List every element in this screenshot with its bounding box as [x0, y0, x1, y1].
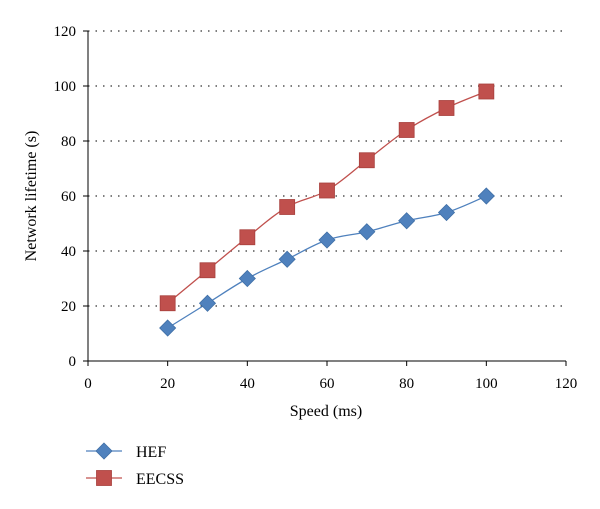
x-axis-title: Speed (ms): [290, 403, 362, 420]
tick-labels: 0 20 40 60 80 100 120 0 20 40 60 80 100 120: [54, 24, 578, 392]
data-point-hef-70: [358, 223, 376, 241]
legend-marker-hef: [95, 442, 113, 460]
y-tick-label-100: 100: [54, 79, 77, 95]
data-point-hef-100: [477, 187, 495, 205]
grid-lines: [88, 30, 566, 307]
x-tick-label-0: 0: [84, 376, 92, 392]
data-point-hef-20: [159, 319, 177, 337]
data-point-eecss-90: [438, 100, 455, 116]
data-point-hef-30: [198, 294, 217, 312]
series-line-hef: [167, 195, 487, 329]
legend-label-hef: HEF: [136, 444, 166, 461]
data-point-hef-90: [437, 203, 456, 222]
series-group: [159, 83, 495, 337]
data-point-eecss-100: [478, 83, 495, 100]
axes: [83, 30, 567, 366]
y-tick-label-120: 120: [54, 24, 77, 40]
legend-item-hef: HEF: [86, 442, 166, 461]
x-tick-label-40: 40: [240, 376, 255, 392]
data-point-eecss-70: [358, 152, 375, 169]
x-tick-label-20: 20: [160, 376, 175, 392]
data-point-eecss-80: [398, 122, 415, 138]
data-point-eecss-60: [319, 182, 335, 199]
y-tick-label-60: 60: [61, 189, 76, 205]
legend-item-eecss: EECSS: [86, 470, 184, 488]
y-axis-title: Network lifetime (s): [23, 131, 40, 262]
x-tick-label-100: 100: [475, 376, 498, 392]
y-tick-label-20: 20: [61, 299, 76, 315]
legend: HEF EECSS: [86, 442, 184, 488]
data-point-eecss-20: [159, 295, 176, 312]
x-tick-label-120: 120: [555, 376, 578, 392]
y-tick-label-80: 80: [61, 134, 76, 150]
data-point-hef-60: [318, 231, 336, 249]
x-tick-label-60: 60: [320, 376, 335, 392]
series-hef: [159, 187, 495, 337]
y-tick-label-40: 40: [61, 244, 76, 260]
legend-label-eecss: EECSS: [136, 471, 184, 488]
data-point-eecss-40: [239, 229, 256, 246]
data-point-hef-40: [238, 269, 256, 288]
series-eecss: [159, 83, 495, 312]
legend-marker-eecss: [96, 470, 112, 486]
y-tick-label-0: 0: [69, 354, 77, 370]
data-point-hef-80: [398, 212, 416, 230]
x-tick-label-80: 80: [399, 376, 414, 392]
data-point-eecss-50: [279, 199, 296, 215]
data-point-eecss-30: [199, 262, 216, 279]
data-point-hef-50: [278, 250, 296, 268]
